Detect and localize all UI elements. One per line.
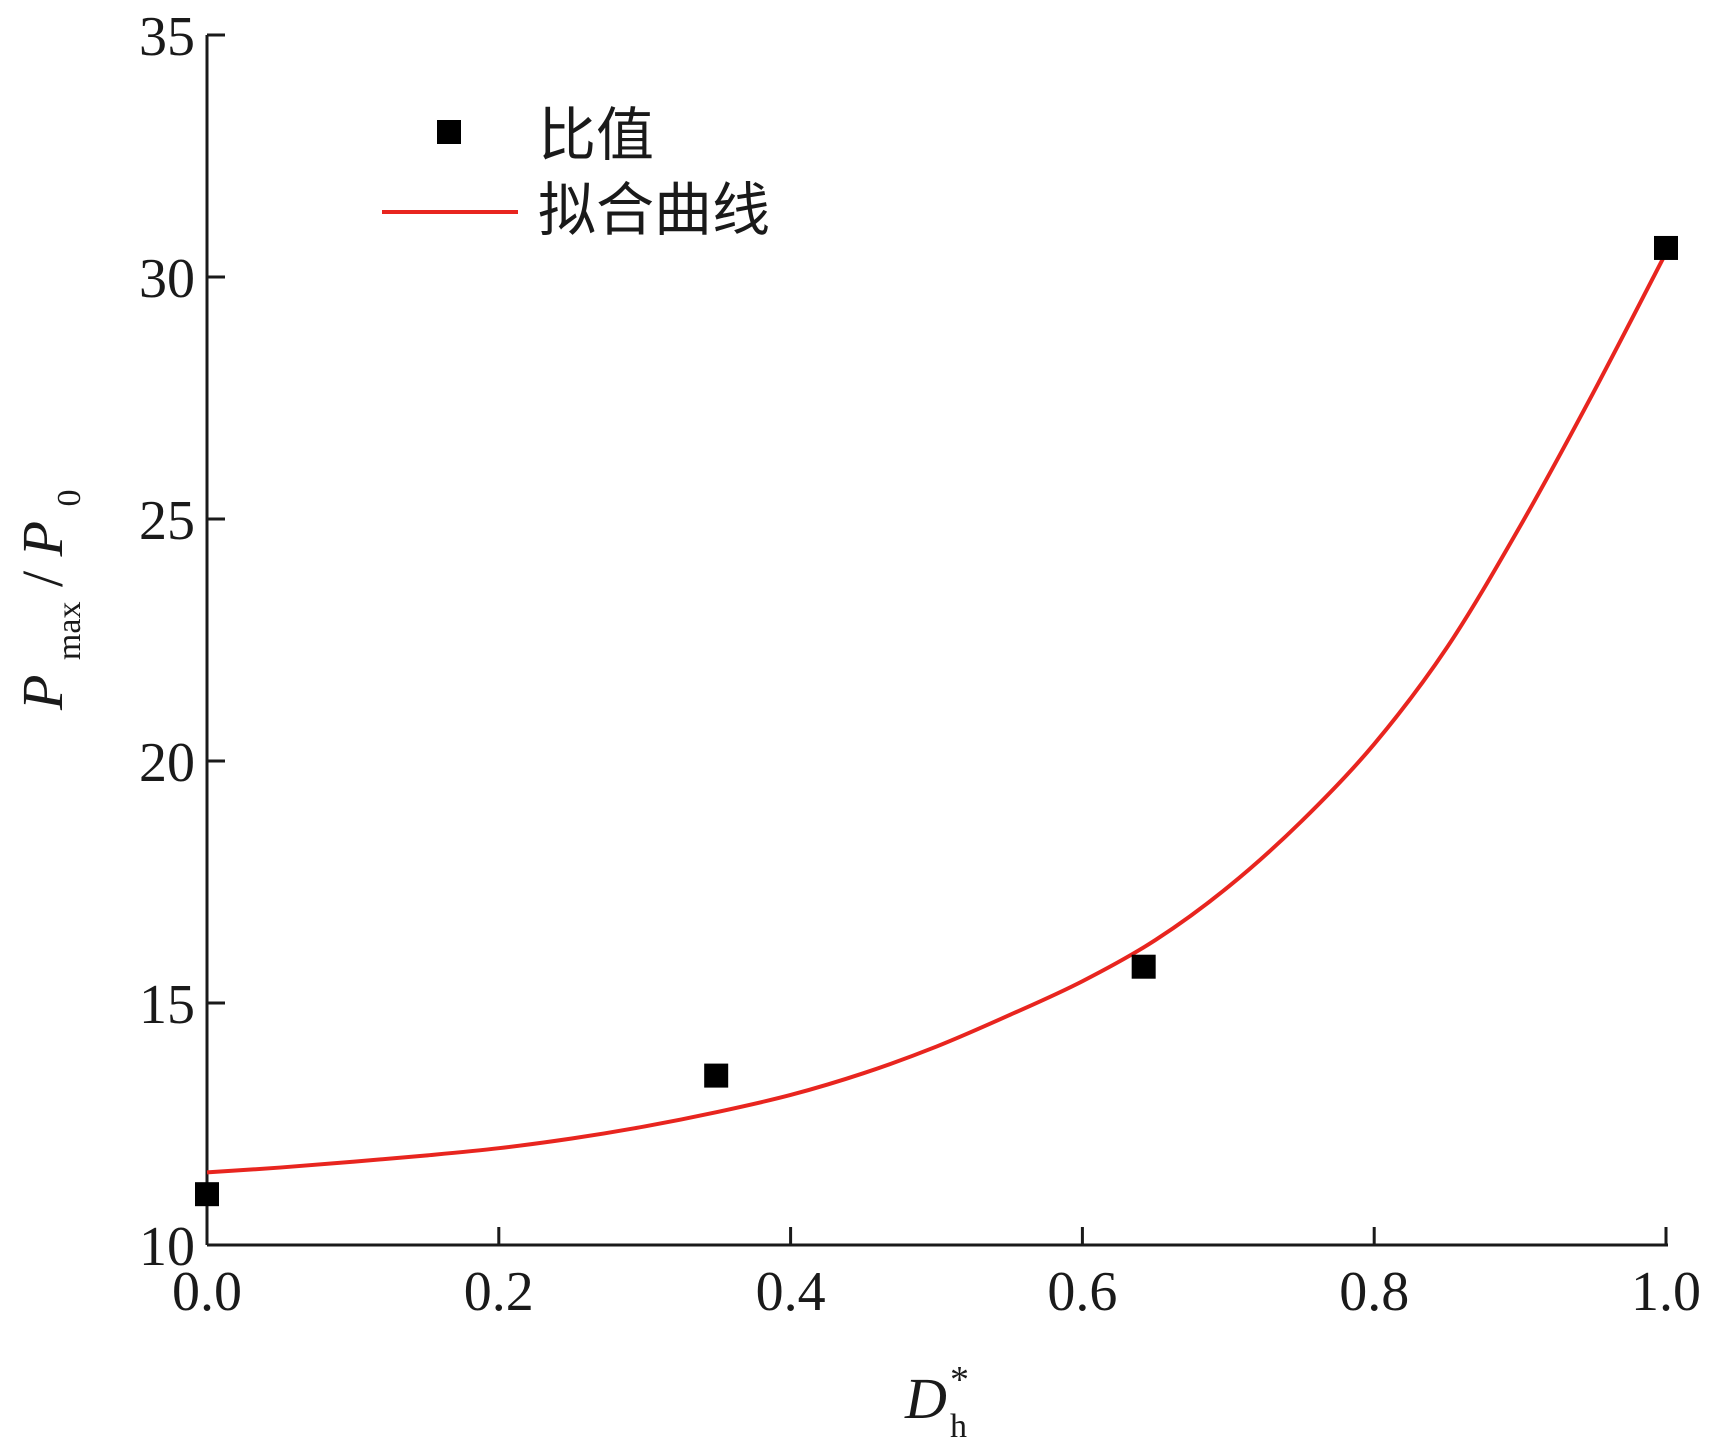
- x-tick-label: 1.0: [1631, 1261, 1701, 1323]
- y-tick-label: 35: [139, 6, 195, 68]
- data-point-square: [195, 1182, 219, 1207]
- y-axis-ticks: 10 15 20 25 30 35: [139, 6, 225, 1278]
- x-axis-title-superscript: *: [950, 1359, 969, 1401]
- legend-marker-square: [437, 120, 461, 144]
- x-tick-label: 0.8: [1339, 1261, 1409, 1323]
- y-axis-title-sep: /: [10, 570, 75, 587]
- data-point-square: [1654, 235, 1678, 260]
- legend: 比值 拟合曲线: [382, 101, 770, 244]
- y-axis-title-sub2: 0: [51, 489, 88, 506]
- y-tick-label: 25: [139, 490, 195, 552]
- data-point-square: [1131, 954, 1156, 979]
- axes: [205, 35, 1668, 1247]
- x-tick-label: 0.4: [756, 1261, 826, 1323]
- y-axis-title-main: P: [10, 675, 75, 711]
- x-axis-title-subscript: h: [950, 1408, 967, 1445]
- svg-text:P max / P: P max / P 0: [10, 489, 93, 711]
- legend-label-scatter: 比值: [538, 101, 654, 169]
- data-point-square: [704, 1063, 729, 1088]
- y-tick-label: 15: [139, 974, 195, 1036]
- fit-curve-line: [206, 251, 1668, 1175]
- y-axis-title-sub: max: [51, 602, 88, 661]
- y-tick-label: 10: [139, 1216, 195, 1278]
- x-axis-ticks: 0.0 0.2 0.4 0.6 0.8 1.0: [172, 1227, 1701, 1323]
- x-tick-label: 0.2: [464, 1261, 534, 1323]
- y-tick-label: 30: [139, 248, 195, 310]
- x-tick-label: 0.6: [1047, 1261, 1117, 1323]
- legend-label-line: 拟合曲线: [538, 176, 770, 244]
- y-tick-label: 20: [139, 732, 195, 794]
- x-tick-label: 0.0: [172, 1261, 242, 1323]
- x-axis-title: D: [904, 1366, 947, 1431]
- plot-series: [195, 235, 1678, 1207]
- y-axis-title: P max / P 0: [10, 489, 93, 711]
- x-axis-title-main: D: [904, 1366, 947, 1431]
- y-axis-title-main2: P: [10, 521, 75, 557]
